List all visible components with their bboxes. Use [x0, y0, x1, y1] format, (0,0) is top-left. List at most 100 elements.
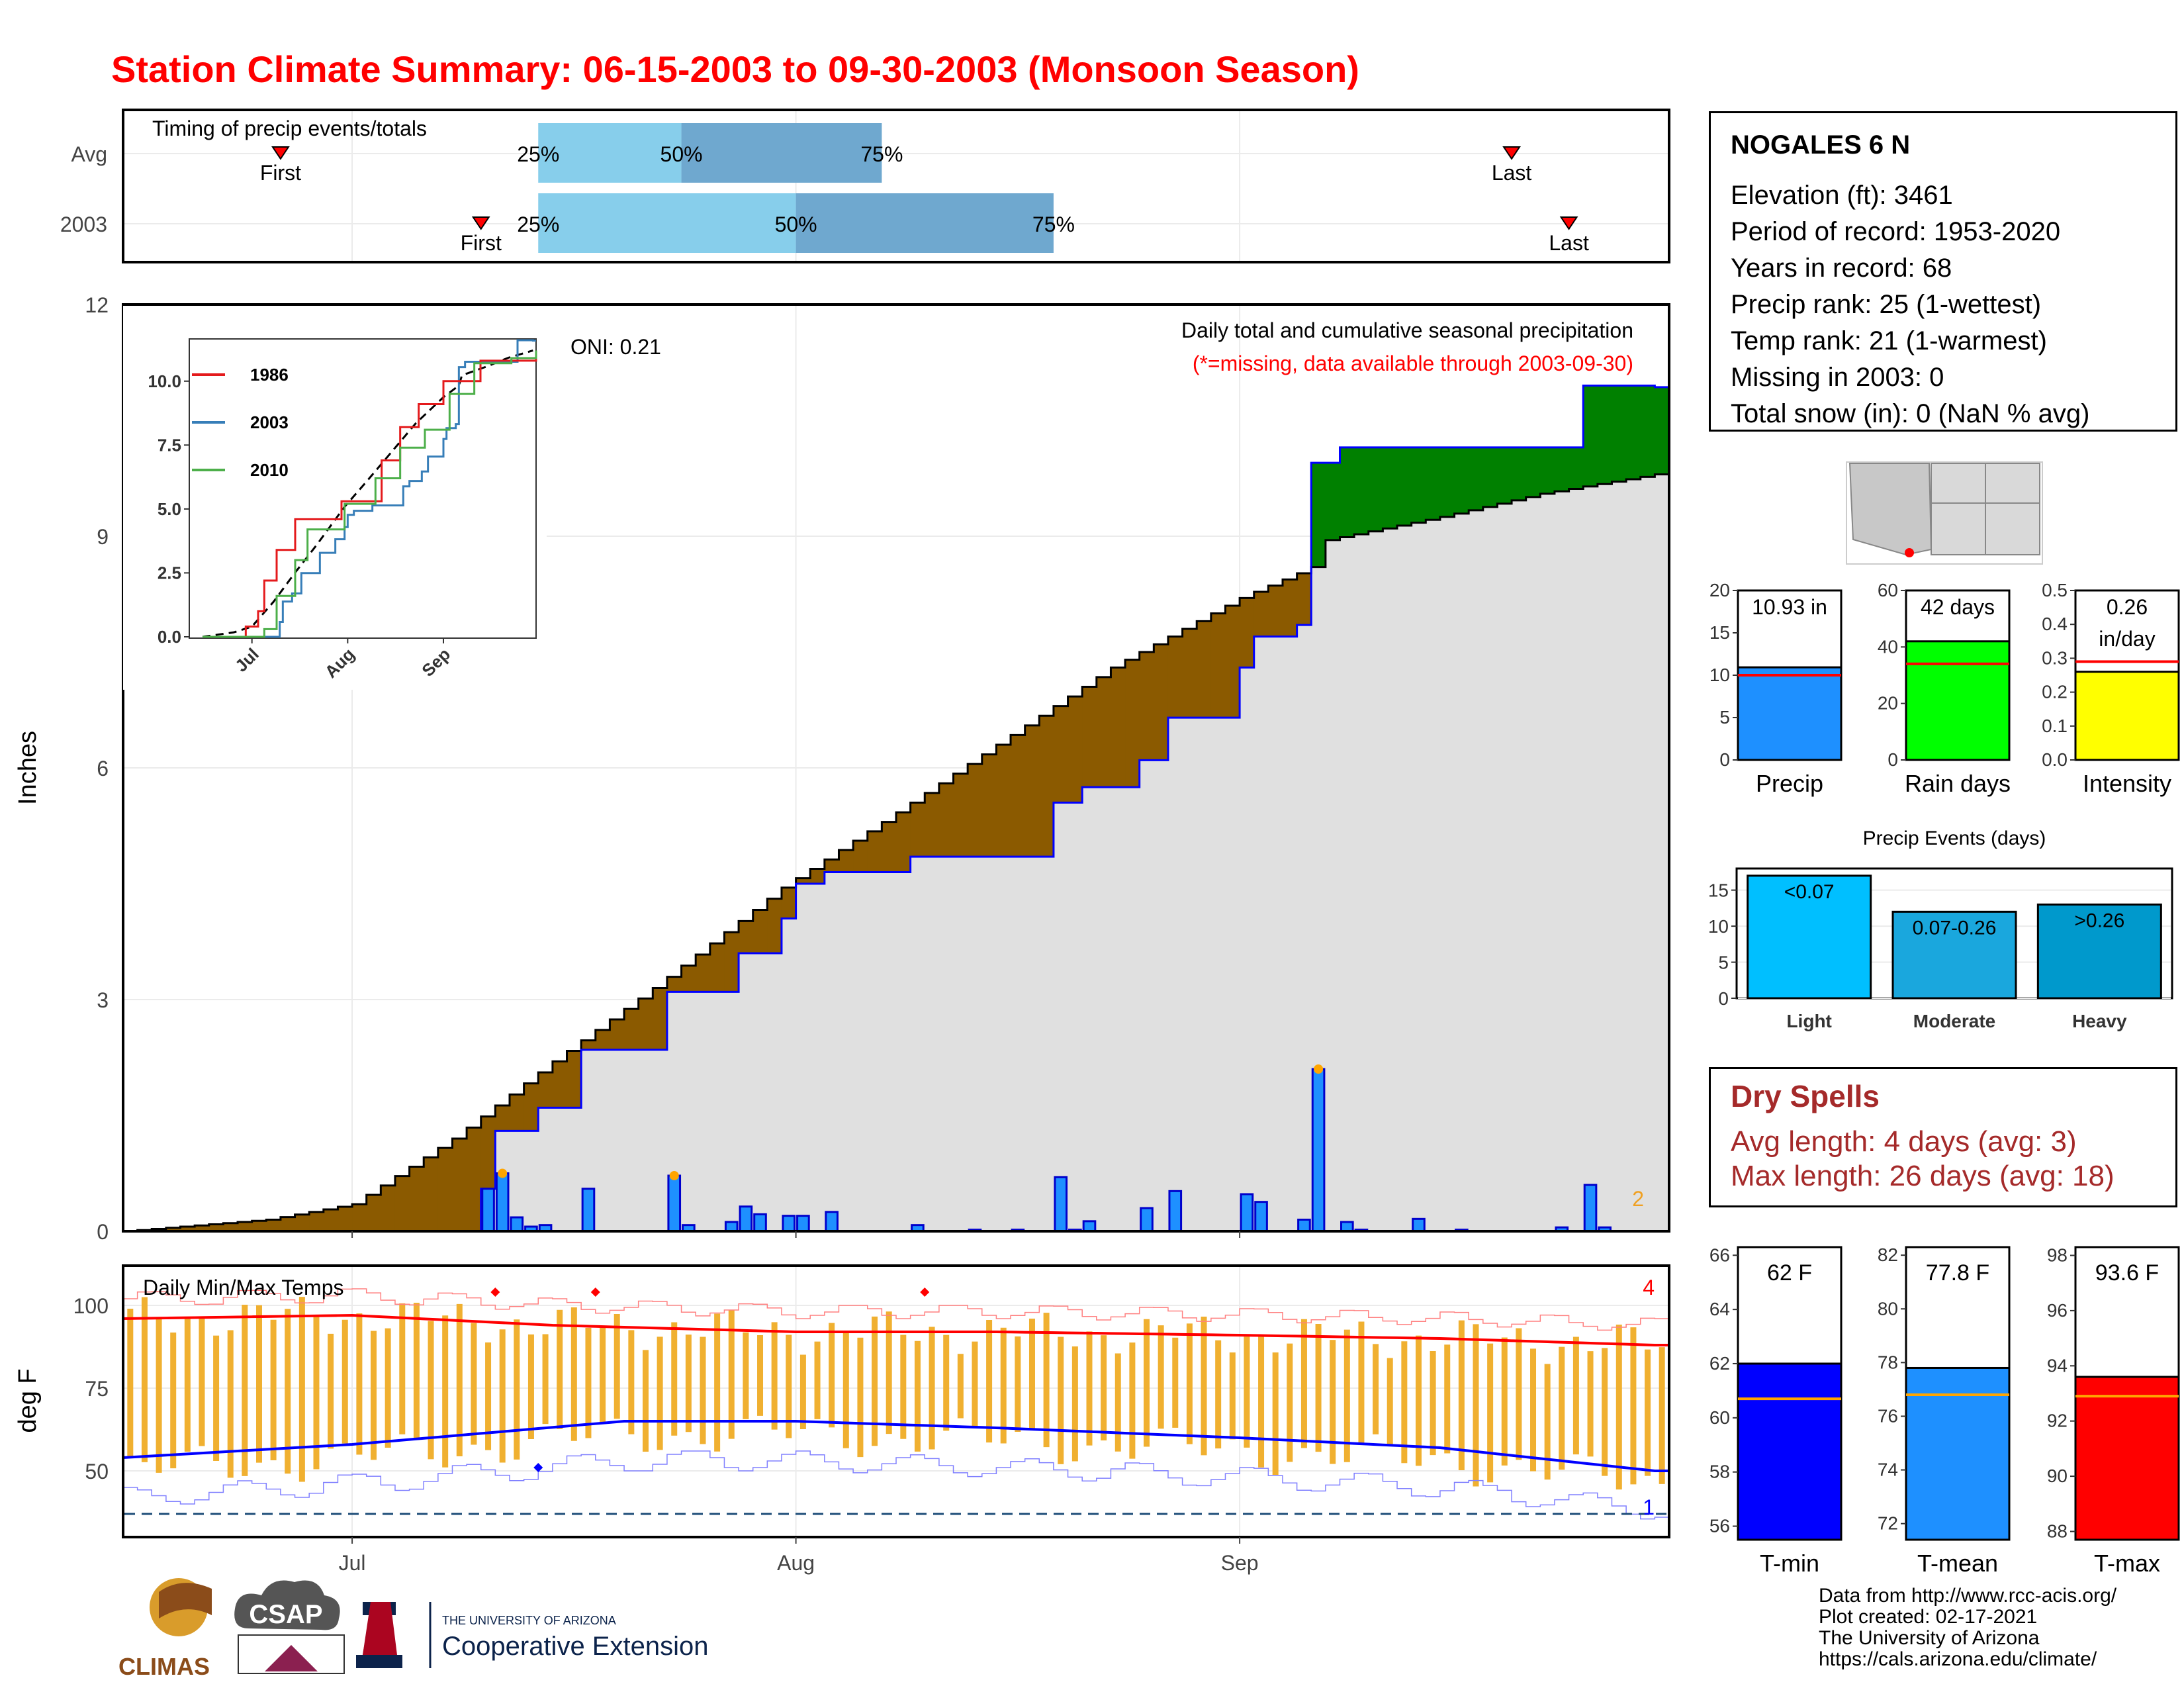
precip-legend-title: Daily total and cumulative seasonal prec…: [1181, 318, 1633, 342]
daily-precip-bar: [1297, 1219, 1311, 1233]
deficit-area: [1039, 716, 1054, 857]
surplus-area: [1497, 447, 1512, 504]
surplus-area: [1569, 447, 1584, 489]
mini-bar-ytick-label: 60: [1878, 580, 1898, 600]
record-low-line: [123, 1450, 1669, 1520]
record-low-marker-icon: [533, 1463, 543, 1472]
record-marker-icon: [498, 1168, 508, 1178]
mini-bar-ytick-label: 0: [1888, 749, 1898, 770]
deficit-area: [824, 859, 839, 872]
mini-bar-ytick-label: 15: [1709, 622, 1730, 643]
temp-bar-ytick-label: 78: [1878, 1352, 1898, 1372]
state-map: [1846, 461, 2043, 565]
station-snow: Total snow (in): 0 (NaN % avg): [1731, 399, 2090, 428]
first-marker-icon: [271, 146, 290, 160]
first-marker-icon: [471, 216, 490, 230]
record-high-marker-icon: [590, 1288, 600, 1297]
mini-bar-value: 42 days: [1921, 595, 1995, 619]
surplus-area: [1640, 385, 1655, 477]
temp-bar-ytick-label: 82: [1878, 1244, 1898, 1265]
timing-bar-50-75: [681, 123, 882, 183]
credit-line: Data from http://www.rcc-acis.org/: [1819, 1585, 2117, 1607]
temp-bar-ytick-label: 80: [1878, 1298, 1898, 1319]
credit-line: https://cals.arizona.edu/climate/: [1819, 1648, 2097, 1670]
deficit-area: [424, 1157, 439, 1231]
events-bar-label: >0.26: [2074, 910, 2124, 931]
ua-line2: Cooperative Extension: [442, 1632, 708, 1661]
record-high-marker-icon: [490, 1288, 500, 1297]
mini-bar-value: 0.26: [2107, 595, 2148, 619]
temp-bar-ytick-label: 58: [1709, 1462, 1730, 1482]
temp-count-low: 1: [1643, 1495, 1655, 1519]
timing-bar-50-75: [796, 193, 1054, 253]
deficit-area: [394, 1176, 410, 1231]
precip-ytick-label: 12: [85, 293, 109, 317]
temp-bar-ytick-label: 66: [1709, 1244, 1730, 1265]
record-marker-icon: [1314, 1064, 1324, 1074]
mini-bar-fill: [1737, 666, 1843, 761]
surplus-area: [1383, 447, 1398, 529]
temp-bar-ytick-label: 76: [1878, 1405, 1898, 1426]
precip-ytick-label: 9: [97, 525, 109, 549]
temp-bar-ytick-label: 92: [2047, 1411, 2068, 1431]
temp-content: [122, 1288, 1669, 1520]
missing-note: (*=missing, data available through 2003-…: [1193, 352, 1633, 375]
inset-legend-label: 2003: [250, 412, 289, 432]
avg-max-line: [122, 1313, 1669, 1346]
deficit-area: [666, 976, 682, 992]
precip-base-area: [123, 474, 1669, 1231]
inset-line-1986: [203, 350, 537, 638]
deficit-area: [280, 1217, 296, 1231]
events-category-label: Moderate: [1913, 1011, 1995, 1031]
temp-ytick-label: 50: [85, 1460, 109, 1483]
surplus-area: [1325, 463, 1341, 540]
deficit-area: [752, 910, 768, 953]
oni-label: ONI: 0.21: [570, 335, 661, 359]
deficit-area: [238, 1222, 253, 1231]
deficit-area: [968, 764, 983, 857]
inset-line-2003: [203, 339, 536, 638]
station-period: Period of record: 1953-2020: [1731, 217, 2061, 246]
logos: CLIMAS CSAP THE UNIVERSITY OF ARIZONA Co…: [118, 1578, 708, 1680]
temp-axis: 50 75 100 Jul Aug Sep: [73, 1294, 1259, 1575]
climas-logo-text: CLIMAS: [118, 1653, 210, 1680]
daily-precip-bar: [1412, 1217, 1426, 1233]
inset-ytick-label: 5.0: [158, 499, 181, 519]
deficit-area: [467, 1127, 482, 1231]
deficit-area: [452, 1139, 467, 1231]
deficit-area: [266, 1219, 281, 1231]
deficit-area: [910, 802, 925, 857]
deficit-area: [709, 943, 725, 992]
dry-spells-title: Dry Spells: [1731, 1079, 1880, 1113]
mini-bar-value-unit: in/day: [2099, 627, 2155, 651]
deficit-area: [696, 954, 711, 992]
temp-xtick-label: Jul: [339, 1551, 366, 1575]
daily-precip-bar: [495, 1172, 510, 1233]
deficit-area: [165, 1227, 181, 1231]
surplus-area: [1454, 447, 1469, 514]
dry-spells-box: Dry Spells Avg length: 4 days (avg: 3) M…: [1709, 1067, 2177, 1207]
daily-precip-bar: [796, 1215, 810, 1233]
daily-precip-bar: [1168, 1190, 1183, 1233]
daily-precip-bar: [510, 1216, 524, 1233]
mini-bar-fill: [2074, 671, 2180, 761]
events-category-label: Light: [1786, 1011, 1831, 1031]
precip-ytick-label: 0: [97, 1220, 109, 1244]
daily-precip-bar: [1082, 1220, 1097, 1233]
surplus-area: [1512, 447, 1527, 500]
surplus-area: [1482, 447, 1498, 507]
deficit-area: [1111, 667, 1126, 788]
deficit-area: [180, 1227, 195, 1231]
deficit-area: [767, 898, 782, 953]
dry-spells-max: Max length: 26 days (avg: 18): [1731, 1160, 2115, 1192]
daily-precip-bar: [1583, 1184, 1598, 1233]
csap-logo: CSAP: [234, 1580, 345, 1674]
deficit-area: [1283, 579, 1298, 637]
temp-bar-label: T-max: [2094, 1550, 2160, 1577]
surplus-area: [1597, 385, 1612, 485]
deficit-area: [552, 1061, 568, 1108]
daily-precip-bar: [1140, 1207, 1154, 1233]
deficit-area: [1197, 621, 1212, 718]
surplus-area: [1540, 447, 1555, 494]
precip-ytick-label: 6: [97, 757, 109, 780]
